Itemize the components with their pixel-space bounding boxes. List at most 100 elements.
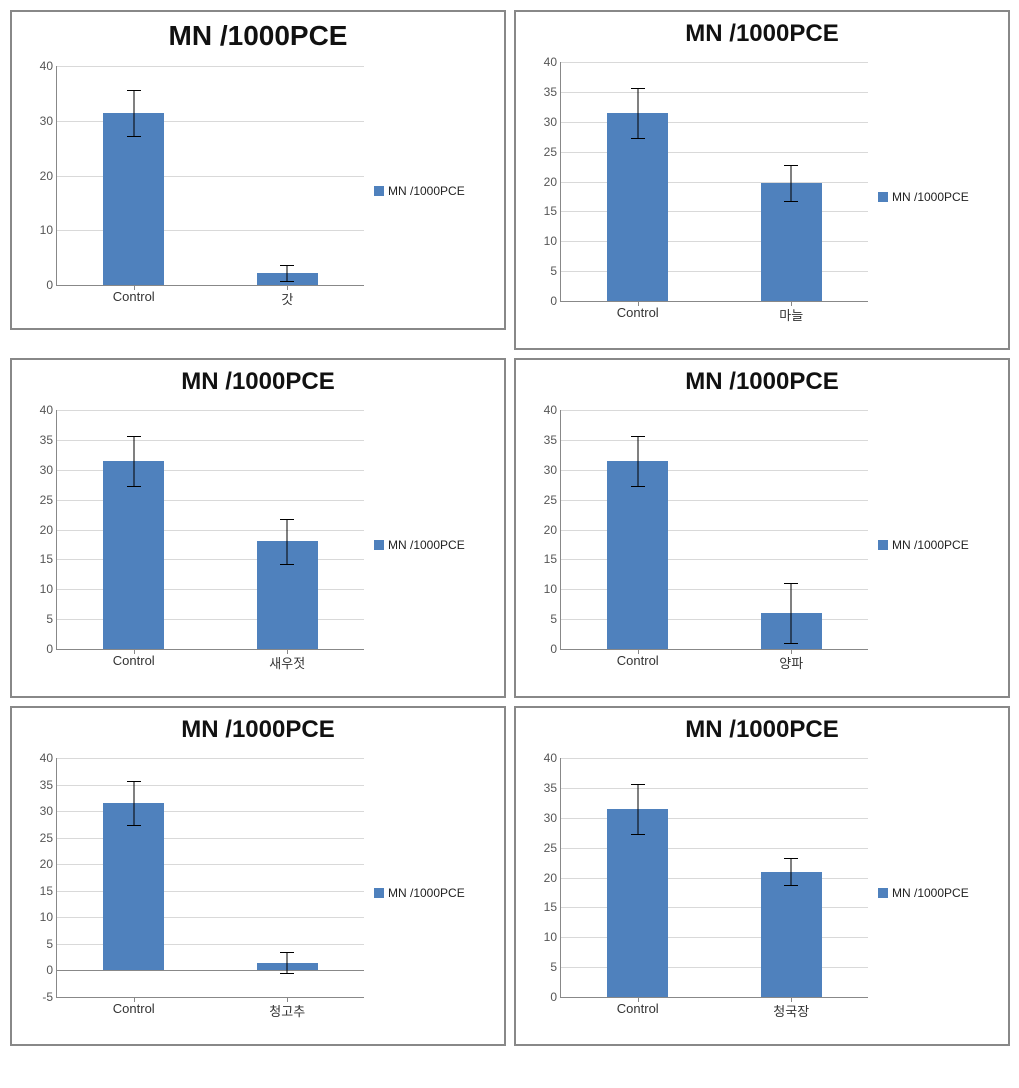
error-cap — [280, 973, 294, 974]
legend-swatch — [878, 192, 888, 202]
chart-area: 0510152025303540Control새우젓 — [22, 406, 368, 684]
error-bar — [791, 583, 792, 643]
chart-row: 0510152025303540Control새우젓MN /1000PCE — [12, 402, 504, 688]
bar — [607, 461, 668, 649]
y-tick-label: 5 — [550, 264, 561, 278]
y-tick-label: 10 — [40, 582, 57, 596]
chart-row: 0510152025303540Control청국장MN /1000PCE — [516, 750, 1008, 1036]
error-cap — [631, 784, 645, 785]
error-cap — [127, 781, 141, 782]
y-tick-label: 10 — [40, 223, 57, 237]
y-tick-label: 40 — [544, 403, 561, 417]
y-tick-label: 30 — [544, 811, 561, 825]
x-category-label: 마늘 — [779, 301, 803, 324]
gridline — [561, 92, 868, 93]
error-cap — [127, 436, 141, 437]
error-bar — [637, 88, 638, 138]
error-cap — [280, 265, 294, 266]
bar — [761, 872, 822, 997]
y-tick-label: 20 — [544, 871, 561, 885]
error-cap — [127, 825, 141, 826]
legend-swatch — [878, 888, 888, 898]
y-tick-label: 0 — [46, 963, 57, 977]
error-bar — [133, 436, 134, 486]
x-category-label: 청고추 — [269, 997, 305, 1020]
y-tick-label: 10 — [544, 234, 561, 248]
x-category-label: Control — [113, 649, 155, 668]
legend-label: MN /1000PCE — [388, 886, 465, 900]
legend-label: MN /1000PCE — [388, 184, 465, 198]
bar — [103, 803, 164, 970]
error-bar — [287, 519, 288, 564]
y-tick-label: 40 — [544, 751, 561, 765]
y-tick-label: 15 — [40, 884, 57, 898]
chart-grid: MN /1000PCE010203040Control갓MN /1000PCEM… — [10, 10, 1010, 1046]
bar — [103, 113, 164, 285]
x-category-label: Control — [617, 301, 659, 320]
error-cap — [784, 165, 798, 166]
y-tick-label: 40 — [544, 55, 561, 69]
plot-region: -50510152025303540Control청고추 — [56, 758, 364, 998]
chart-row: 010203040Control갓 MN /1000PCE — [12, 58, 504, 324]
gridline — [561, 62, 868, 63]
chart-area: 0510152025303540Control마늘 — [526, 58, 872, 336]
y-tick-label: 20 — [40, 169, 57, 183]
error-cap — [631, 486, 645, 487]
x-category-label: 청국장 — [773, 997, 809, 1020]
y-tick-label: 40 — [40, 751, 57, 765]
error-cap — [631, 88, 645, 89]
plot-region: 010203040Control갓 — [56, 66, 364, 286]
x-category-label: Control — [113, 997, 155, 1016]
gridline — [561, 758, 868, 759]
y-tick-label: 35 — [544, 433, 561, 447]
error-cap — [280, 519, 294, 520]
x-category-label: 양파 — [779, 649, 803, 672]
legend-swatch — [374, 186, 384, 196]
plot-region: 0510152025303540Control새우젓 — [56, 410, 364, 650]
y-tick-label: 25 — [40, 831, 57, 845]
error-cap — [127, 90, 141, 91]
error-cap — [784, 583, 798, 584]
legend: MN /1000PCE — [374, 58, 504, 324]
error-cap — [784, 643, 798, 644]
legend-swatch — [878, 540, 888, 550]
chart-panel: MN /1000PCE0510152025303540Control마늘MN /… — [514, 10, 1010, 350]
gridline — [57, 410, 364, 411]
y-tick-label: 30 — [40, 804, 57, 818]
chart-area: 0510152025303540Control청국장 — [526, 754, 872, 1032]
gridline — [57, 66, 364, 67]
chart-title: MN /1000PCE — [12, 20, 504, 52]
y-tick-label: 20 — [544, 175, 561, 189]
bar — [103, 461, 164, 649]
bar — [607, 113, 668, 301]
y-tick-label: 5 — [550, 960, 561, 974]
y-tick-label: 20 — [40, 857, 57, 871]
y-tick-label: 25 — [40, 493, 57, 507]
x-category-label: 갓 — [281, 285, 293, 308]
y-tick-label: 25 — [544, 493, 561, 507]
error-cap — [127, 486, 141, 487]
error-cap — [631, 436, 645, 437]
error-cap — [127, 136, 141, 137]
legend: MN /1000PCE — [374, 750, 504, 1036]
error-bar — [791, 858, 792, 884]
y-tick-label: 0 — [550, 294, 561, 308]
gridline — [57, 440, 364, 441]
gridline — [57, 785, 364, 786]
error-bar — [287, 952, 288, 973]
y-tick-label: 10 — [40, 910, 57, 924]
chart-title: MN /1000PCE — [12, 368, 504, 396]
error-bar — [637, 784, 638, 834]
chart-row: 0510152025303540Control마늘MN /1000PCE — [516, 54, 1008, 340]
y-tick-label: 35 — [544, 781, 561, 795]
error-cap — [631, 138, 645, 139]
chart-title: MN /1000PCE — [12, 716, 504, 744]
chart-panel: MN /1000PCE -50510152025303540Control청고추 M… — [10, 706, 506, 1046]
error-bar — [791, 165, 792, 201]
error-bar — [637, 436, 638, 486]
legend-label: MN /1000PCE — [892, 886, 969, 900]
legend: MN /1000PCE — [878, 750, 1008, 1036]
error-bar — [287, 265, 288, 281]
legend: MN /1000PCE — [878, 54, 1008, 340]
y-tick-label: 5 — [46, 612, 57, 626]
